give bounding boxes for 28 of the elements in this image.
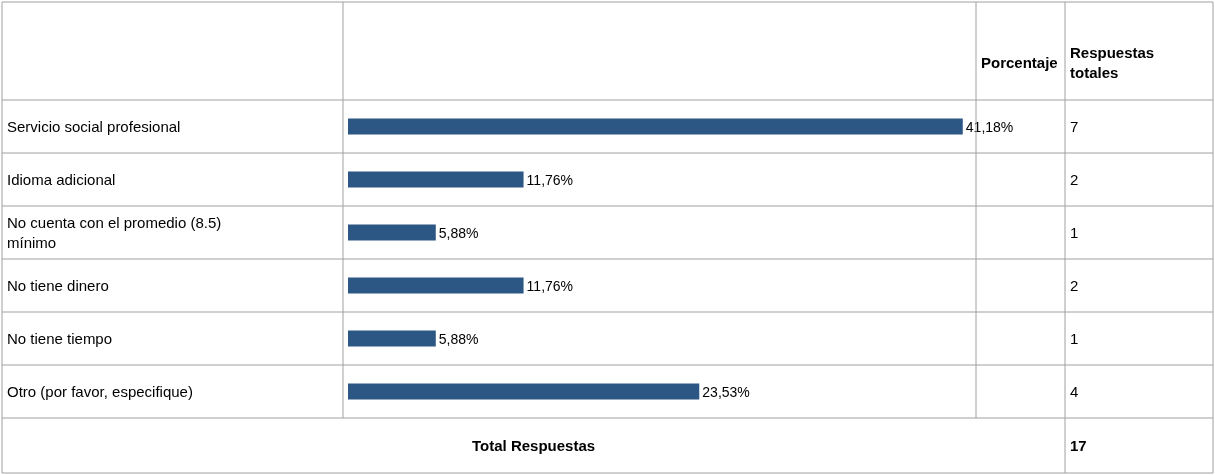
bar xyxy=(348,171,524,188)
y-tick-label: Servicio social profesional xyxy=(7,118,181,135)
y-tick-label: Otro (por favor, especifique) xyxy=(7,383,193,400)
y-tick-label: No tiene dinero xyxy=(7,277,109,294)
text: 4 xyxy=(1070,383,1079,400)
bar xyxy=(348,118,963,135)
bar xyxy=(348,224,436,241)
y-tick-label: Idioma adicional xyxy=(7,171,116,188)
bar xyxy=(348,277,524,294)
data-label: 5,88% xyxy=(438,224,479,241)
text: 7 xyxy=(1070,118,1079,135)
text: Total Respuestas xyxy=(472,437,596,454)
text: 2 xyxy=(1070,171,1079,188)
data-label: 11,76% xyxy=(526,171,574,188)
text: 1 xyxy=(1070,330,1079,347)
text: Porcentaje xyxy=(981,54,1058,71)
data-label: 23,53% xyxy=(702,383,750,400)
text: Respuestas totales xyxy=(1070,44,1155,81)
y-tick-label: No tiene tiempo xyxy=(7,330,113,347)
text: 1 xyxy=(1070,224,1079,241)
data-label: 11,76% xyxy=(526,277,574,294)
text: 17 xyxy=(1070,437,1087,454)
bar xyxy=(348,383,700,400)
bar xyxy=(348,330,436,347)
data-label: 41,18% xyxy=(965,118,1014,135)
data-label: 5,88% xyxy=(438,330,479,347)
y-tick-label: No cuenta con el promedio (8.5) mínimo xyxy=(7,214,222,251)
text: 2 xyxy=(1070,277,1079,294)
